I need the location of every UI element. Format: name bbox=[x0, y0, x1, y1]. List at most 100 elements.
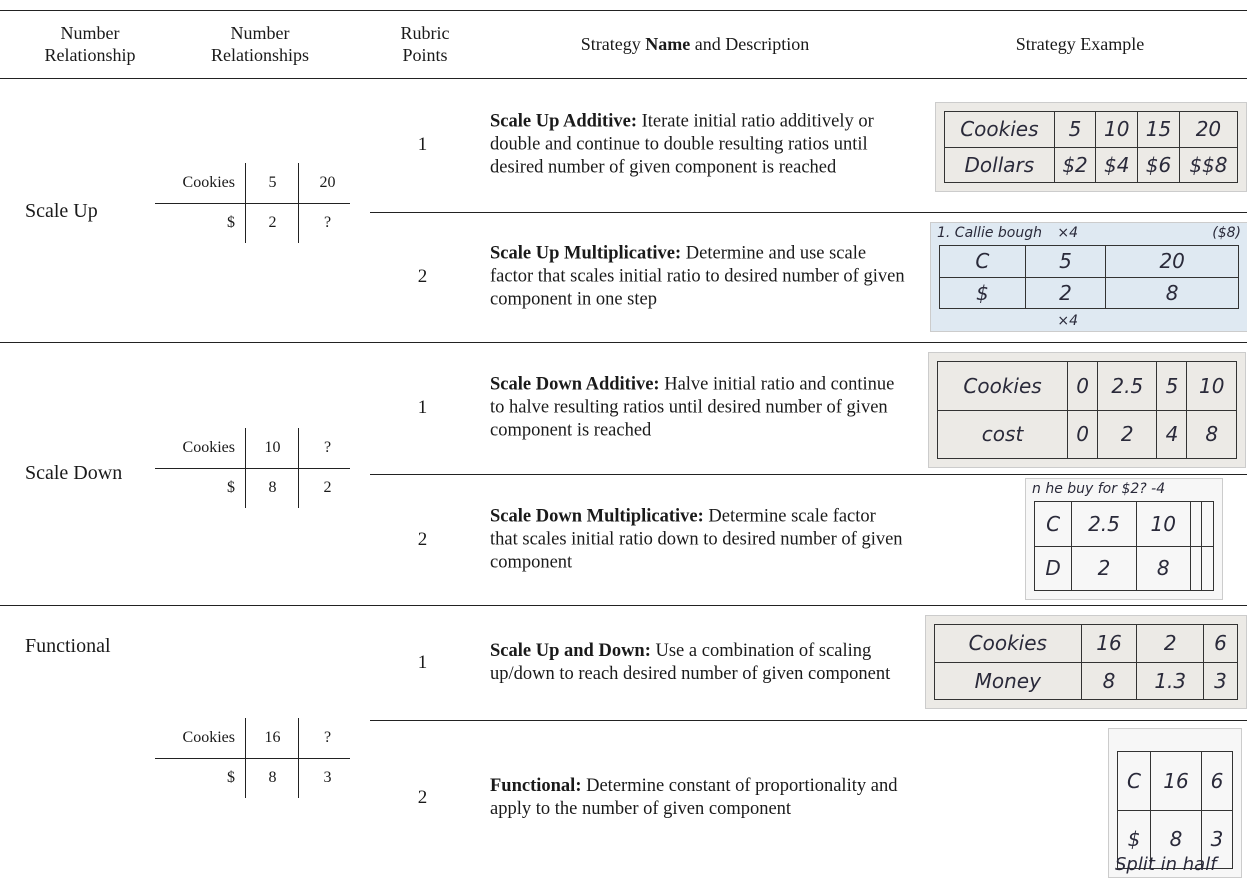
example-cell: $4 bbox=[1095, 146, 1139, 183]
example-cell: 2 bbox=[1024, 276, 1107, 309]
example-cell: cost bbox=[936, 409, 1069, 459]
example-cell: 2.5 bbox=[1097, 361, 1158, 411]
strategy-name: Scale Down Multiplicative: bbox=[490, 506, 704, 526]
example-cell: 5 bbox=[1156, 361, 1188, 411]
example-row: Money 8 1.3 3 bbox=[934, 661, 1238, 700]
example-note: 1. Callie bough bbox=[937, 225, 1042, 241]
strategy-text: Determine and use scale factor that scal… bbox=[490, 243, 905, 310]
sub-rule bbox=[370, 720, 1247, 721]
ratio-cell: 2 bbox=[268, 214, 277, 231]
ratio-hline bbox=[155, 203, 350, 204]
example-note: Split in half bbox=[1115, 854, 1217, 875]
ratio-vline bbox=[245, 718, 246, 798]
example-cell: 8 bbox=[1105, 276, 1239, 309]
example-cell bbox=[1201, 545, 1214, 591]
rubric-points: 1 bbox=[417, 134, 428, 155]
example-cell: 8 bbox=[1135, 545, 1191, 591]
ratio-cell: $ bbox=[227, 479, 235, 496]
example-row: Cookies 5 10 15 20 bbox=[944, 111, 1239, 148]
group-name: Functional bbox=[25, 635, 111, 657]
strategy-name: Scale Up Multiplicative: bbox=[490, 243, 682, 264]
example-cell: 16 bbox=[1080, 624, 1138, 663]
example-grid: Cookies 0 2.5 5 10 cost 0 2 4 8 bbox=[936, 361, 1237, 459]
ratio-cell: ? bbox=[323, 439, 332, 456]
example-grid: Cookies 16 2 6 Money 8 1.3 3 bbox=[934, 624, 1238, 700]
example-row: Cookies 0 2.5 5 10 bbox=[936, 361, 1237, 411]
example-cell bbox=[1189, 501, 1203, 547]
example-cell: 8 bbox=[1186, 409, 1237, 459]
example-row: Dollars $2 $4 $6 $$8 bbox=[944, 146, 1239, 183]
group-rule bbox=[0, 605, 1247, 606]
strategy-text: Iterate initial ratio additively or doub… bbox=[490, 111, 874, 178]
ratio-cell: $ bbox=[227, 214, 235, 231]
example-cell: 0 bbox=[1067, 409, 1099, 459]
example-note: ×4 bbox=[1057, 225, 1079, 241]
header-cell: Strategy Name and Description bbox=[490, 33, 900, 55]
example-table: C 5 20 $2 8 bbox=[939, 245, 1239, 309]
strategy-name: Functional: bbox=[490, 775, 582, 796]
strategy-text: Use a combination of scaling up/down to … bbox=[490, 640, 891, 684]
strategy-name: Scale Up Additive: bbox=[490, 111, 637, 132]
ratio-cell: $ bbox=[227, 769, 235, 786]
strategy-example: C 16 6 $8 3 Split in half bbox=[1108, 728, 1242, 878]
strategy-text: Determine scale factor that scales initi… bbox=[490, 506, 903, 572]
example-row: C 5 20 bbox=[939, 245, 1239, 278]
example-row: C 2.5 10 bbox=[1033, 501, 1214, 547]
strategy-example: Cookies 16 2 6 Money 8 1.3 3 bbox=[925, 615, 1247, 709]
strategy-text: Halve initial ratio and continue to halv… bbox=[490, 374, 895, 441]
sub-rule bbox=[370, 212, 1247, 213]
ratio-cell: 3 bbox=[323, 769, 332, 786]
example-cell: 8 bbox=[1149, 809, 1202, 869]
example-cell: Cookies bbox=[944, 111, 1055, 148]
example-cell: 6 bbox=[1203, 624, 1238, 663]
example-note: n he buy for $2? -4 bbox=[1032, 481, 1166, 497]
strategy-description: Scale Up Additive: Iterate initial ratio… bbox=[490, 111, 905, 180]
rubric-points: 2 bbox=[417, 786, 428, 808]
ratio-vline bbox=[298, 718, 299, 798]
example-cell: C bbox=[1117, 751, 1151, 811]
example-row: $2 8 bbox=[939, 276, 1239, 309]
example-cell: 2 bbox=[1136, 624, 1205, 663]
example-cell: 10 bbox=[1135, 501, 1191, 547]
example-table: Cookies 5 10 15 20 Dollars $2 $4 $6 $$8 bbox=[944, 111, 1239, 183]
ratio-vline bbox=[245, 163, 246, 243]
example-cell bbox=[1201, 501, 1214, 547]
strategy-example: Cookies 5 10 15 20 Dollars $2 $4 $6 $$8 bbox=[935, 102, 1247, 192]
example-cell: $ bbox=[1117, 809, 1151, 869]
ratio-cell: Cookies bbox=[182, 729, 235, 746]
ratio-hline bbox=[155, 758, 350, 759]
ratio-table: Cookies 10? $8 2 bbox=[150, 428, 355, 508]
example-table: Cookies 16 2 6 Money 8 1.3 3 bbox=[934, 624, 1238, 700]
example-cell: D bbox=[1033, 545, 1073, 591]
strategy-description: Scale Down Additive: Halve initial ratio… bbox=[490, 374, 905, 443]
ratio-cell: 10 bbox=[264, 439, 281, 456]
ratio-cell: Cookies bbox=[182, 439, 235, 456]
ratio-cell: 20 bbox=[319, 174, 336, 191]
header-cell: Rubric Points bbox=[400, 23, 450, 65]
example-cell: C bbox=[1033, 501, 1073, 547]
ratio-vline bbox=[245, 428, 246, 508]
example-grid: C 5 20 $2 8 bbox=[939, 245, 1239, 309]
group-name: Scale Up bbox=[25, 200, 98, 222]
ratio-cell: Cookies bbox=[182, 174, 235, 191]
ratio-vline bbox=[298, 163, 299, 243]
ratio-cell: 8 bbox=[268, 769, 277, 786]
example-cell: 6 bbox=[1200, 751, 1234, 811]
ratio-table: Cookies 16? $8 3 bbox=[150, 718, 355, 798]
header-cell: Number Relationship bbox=[44, 23, 136, 65]
example-cell: 5 bbox=[1053, 111, 1097, 148]
ratio-cell: 2 bbox=[323, 479, 332, 496]
example-cell: 20 bbox=[1105, 245, 1239, 278]
example-note: ×4 bbox=[1057, 313, 1079, 329]
rubric-points: 1 bbox=[417, 651, 428, 673]
example-table: C 2.5 10 D 2 8 bbox=[1033, 501, 1214, 591]
example-grid: C 2.5 10 D 2 8 bbox=[1033, 501, 1214, 591]
example-table: Cookies 0 2.5 5 10 cost 0 2 4 8 bbox=[936, 361, 1237, 459]
example-grid: C 16 6 $8 3 bbox=[1117, 751, 1234, 869]
header-rule bbox=[0, 78, 1247, 79]
ratio-cell: 5 bbox=[268, 174, 277, 191]
group-rule bbox=[0, 342, 1247, 343]
example-cell: 8 bbox=[1080, 661, 1138, 700]
